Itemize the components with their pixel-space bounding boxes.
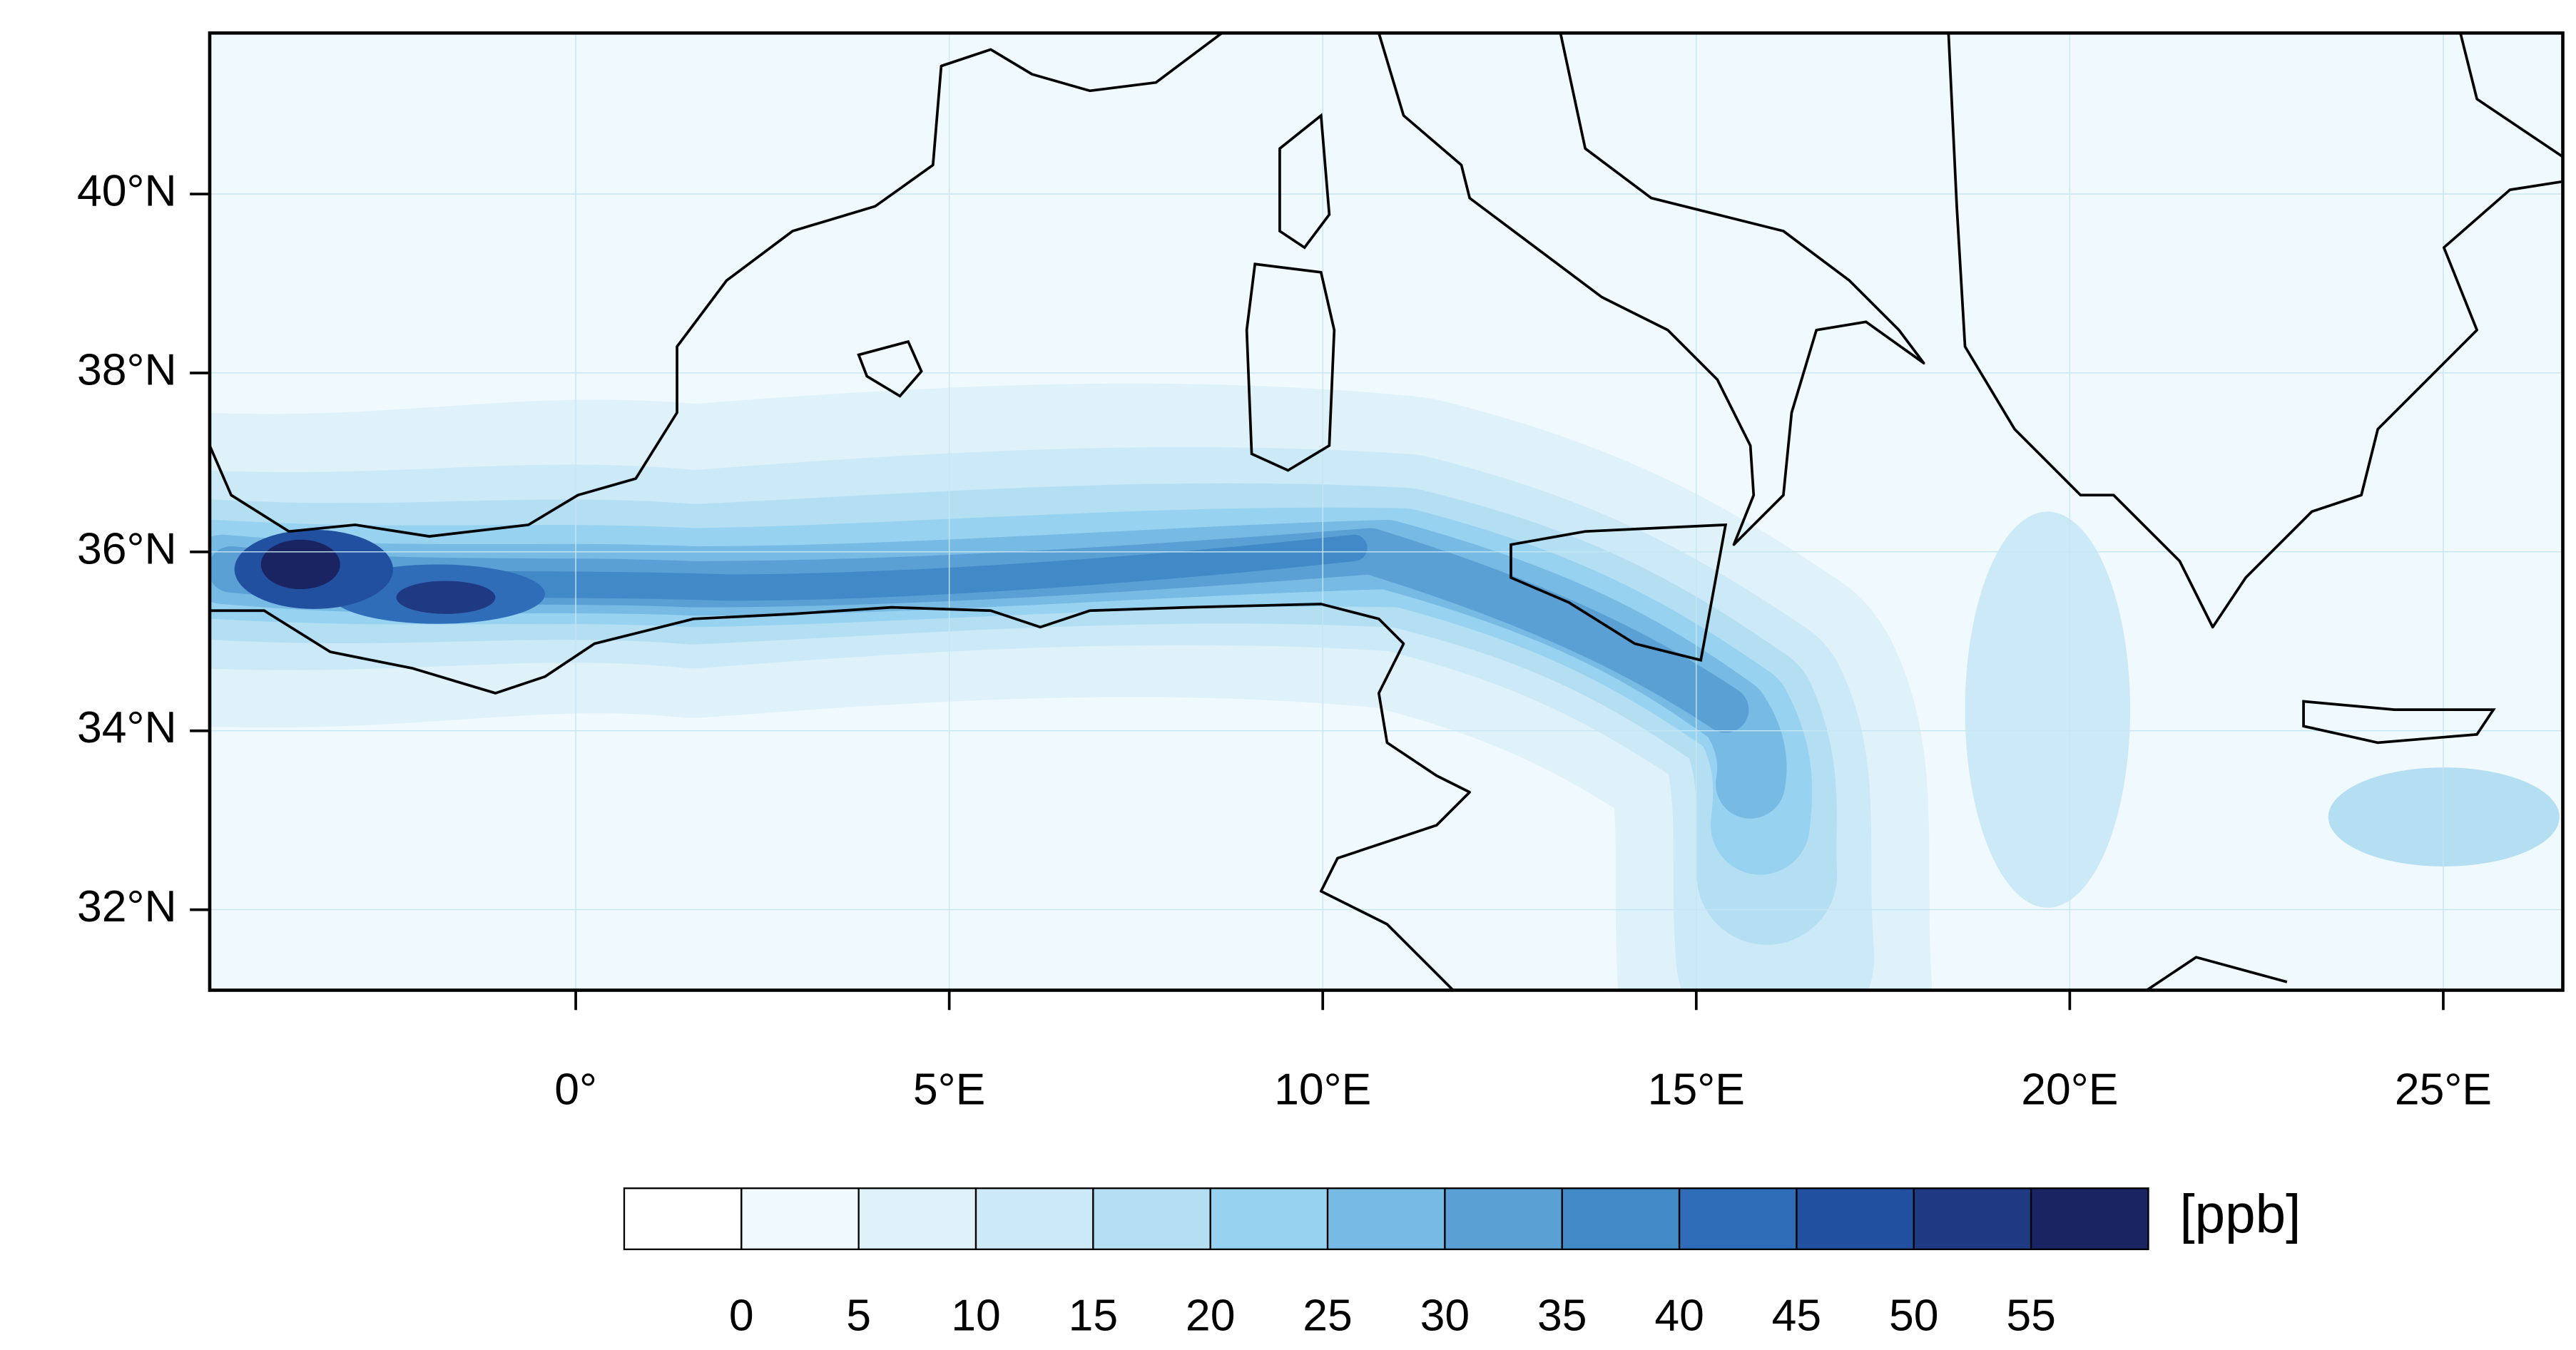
lat-tick-label: 32°N xyxy=(77,881,177,931)
plume-core xyxy=(1965,511,2131,908)
colorbar-label: 40 xyxy=(1654,1291,1704,1341)
colorbar-label: 15 xyxy=(1069,1291,1119,1341)
lon-tick-label: 0° xyxy=(554,1064,597,1114)
colorbar-label: 10 xyxy=(951,1291,1001,1341)
lon-tick-label: 25°E xyxy=(2395,1064,2492,1114)
colorbar-swatch xyxy=(1326,1187,1446,1250)
coastline xyxy=(2459,33,2563,158)
lon-tick-label: 5°E xyxy=(913,1064,985,1114)
coastline xyxy=(2146,956,2288,991)
coastline xyxy=(1378,33,1925,546)
lon-tick-label: 15°E xyxy=(1648,1064,1745,1114)
lat-tick-label: 36°N xyxy=(77,523,177,573)
coastline xyxy=(1947,33,2563,629)
colorbar-swatch xyxy=(623,1187,743,1250)
coastline xyxy=(209,603,1471,991)
lon-tick-label: 10°E xyxy=(1274,1064,1371,1114)
colorbar-label: 0 xyxy=(729,1291,754,1341)
concentration-field xyxy=(209,383,2560,991)
plume-core xyxy=(396,581,496,614)
colorbar-swatch xyxy=(1092,1187,1211,1250)
colorbar-label: 25 xyxy=(1303,1291,1353,1341)
island xyxy=(857,339,923,398)
colorbar-label: 5 xyxy=(846,1291,871,1341)
coastlines xyxy=(209,33,2563,991)
colorbar-swatch xyxy=(1561,1187,1681,1250)
map-frame xyxy=(208,31,2565,992)
colorbar-swatch xyxy=(1796,1187,1915,1250)
colorbar-label: 30 xyxy=(1420,1291,1470,1341)
coastline xyxy=(209,33,1223,538)
colorbar-swatch xyxy=(974,1187,1094,1250)
colorbar-swatch xyxy=(1209,1187,1329,1250)
lat-tick-label: 34°N xyxy=(77,702,177,752)
colorbar-swatch xyxy=(740,1187,860,1250)
island xyxy=(2302,700,2496,745)
lat-tick-label: 40°N xyxy=(77,166,177,216)
colorbar-label: 35 xyxy=(1537,1291,1587,1341)
island xyxy=(1510,523,1728,662)
colorbar-swatch xyxy=(1678,1187,1798,1250)
plume-core xyxy=(260,539,340,590)
colorbar-unit: [ppb] xyxy=(2179,1184,2301,1244)
colorbar-label: 45 xyxy=(1772,1291,1822,1341)
colorbar-swatch xyxy=(1913,1187,2032,1250)
colorbar-label: 20 xyxy=(1186,1291,1236,1341)
plume-core xyxy=(2328,767,2560,866)
island xyxy=(1245,262,1336,472)
lon-tick-label: 20°E xyxy=(2021,1064,2118,1114)
lat-tick-label: 38°N xyxy=(77,344,177,394)
island xyxy=(1278,113,1331,250)
colorbar-swatch xyxy=(2030,1187,2149,1250)
colorbar-label: 50 xyxy=(1889,1291,1939,1341)
colorbar-label: 55 xyxy=(2006,1291,2056,1341)
colorbar-swatch xyxy=(1444,1187,1563,1250)
colorbar-swatch xyxy=(857,1187,977,1250)
